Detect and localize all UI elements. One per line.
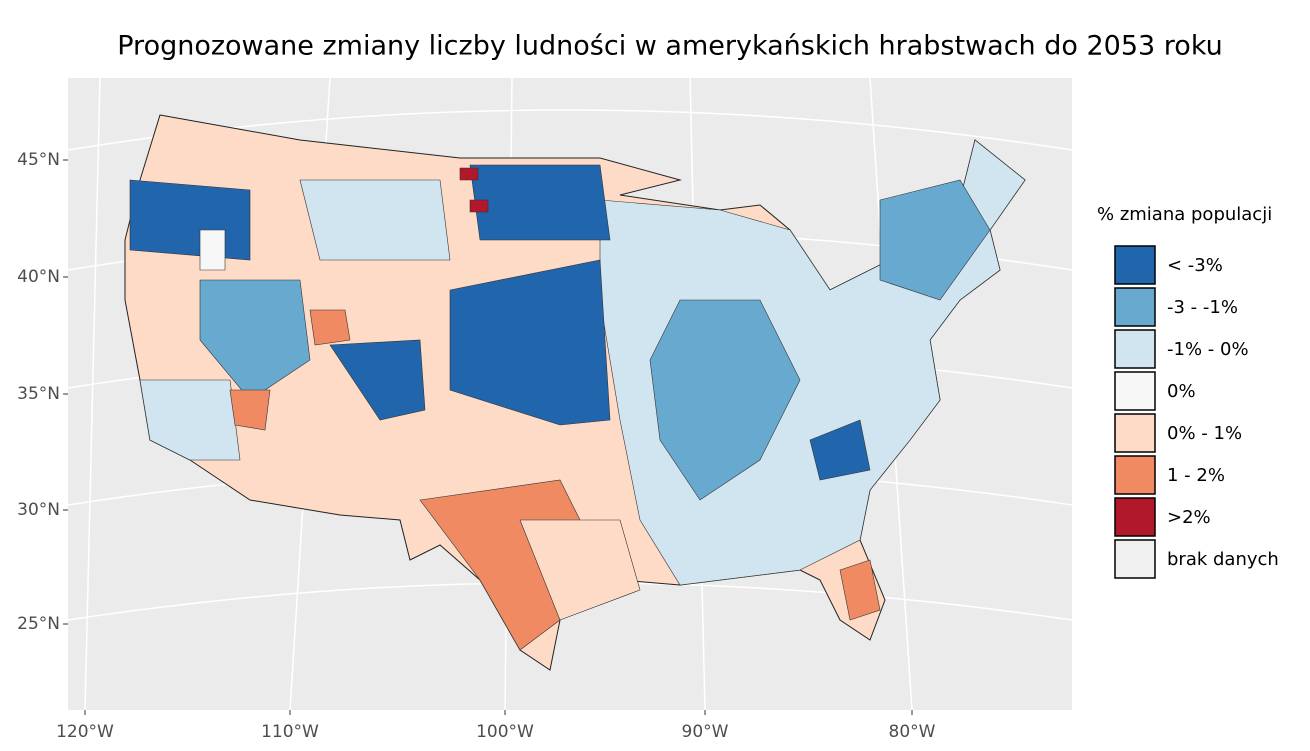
county-region: [199, 279, 311, 401]
legend-swatch: [1114, 413, 1156, 453]
lat-label: 40°N: [17, 267, 60, 287]
legend-swatch: [1114, 287, 1156, 327]
county-region: [839, 559, 881, 621]
county-region: [649, 299, 801, 501]
legend-label: brak danych: [1167, 549, 1279, 570]
county-region: [519, 519, 641, 621]
county-region: [879, 179, 991, 301]
county-region: [199, 229, 226, 271]
legend-label: 0% - 1%: [1167, 423, 1242, 444]
legend-label: >2%: [1167, 507, 1211, 528]
legend-label: -3 - -1%: [1167, 297, 1238, 318]
lon-line: [84, 77, 101, 711]
legend: < -3% -3 - -1% -1% - 0% 0% 0% - 1% 1 - 2% >2% b…: [1114, 245, 1279, 579]
county-region: [229, 389, 271, 431]
legend-swatch: [1114, 245, 1156, 285]
lon-label: 120°W: [56, 722, 114, 742]
lat-label: 25°N: [17, 614, 60, 634]
lat-label: 35°N: [17, 384, 60, 404]
county-region: [129, 179, 251, 261]
lat-label: 45°N: [17, 150, 60, 170]
county-region: [809, 419, 871, 481]
lon-label: 100°W: [476, 722, 534, 742]
county-region: [299, 179, 451, 261]
lon-label: 80°W: [889, 722, 936, 742]
lon-label: 90°W: [682, 722, 729, 742]
county-region: [139, 379, 241, 461]
county-region: [469, 164, 611, 241]
legend-label: -1% - 0%: [1167, 339, 1249, 360]
legend-swatch: [1114, 329, 1156, 369]
legend-label: 0%: [1167, 381, 1196, 402]
legend-label: 1 - 2%: [1167, 465, 1225, 486]
county-region: [469, 199, 489, 213]
us-counties: [124, 114, 1026, 671]
legend-swatch: [1114, 539, 1156, 579]
title: Prognozowane zmiany liczby ludności w am…: [117, 31, 1222, 62]
legend-title: % zmiana populacji: [1097, 204, 1272, 225]
legend-swatch: [1114, 455, 1156, 495]
legend-label: < -3%: [1167, 255, 1223, 276]
county-region: [329, 339, 426, 421]
lon-label: 110°W: [261, 722, 319, 742]
axes: 45°N 40°N 35°N 30°N 25°N 120°W 110°W 100°W 90°W 8…: [17, 150, 936, 742]
legend-swatch: [1114, 371, 1156, 411]
county-region: [459, 167, 479, 181]
county-region: [449, 259, 611, 426]
lat-label: 30°N: [17, 500, 60, 520]
county-region: [309, 309, 351, 346]
legend-swatch: [1114, 497, 1156, 537]
